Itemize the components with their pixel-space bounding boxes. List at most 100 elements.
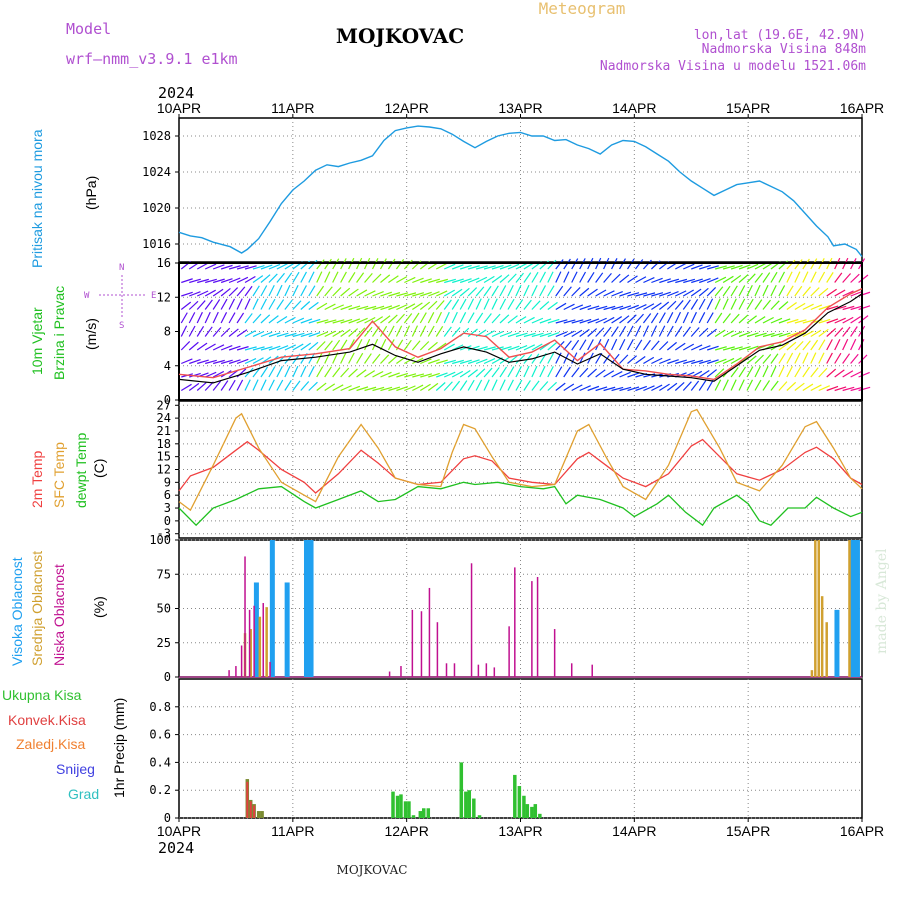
cloud-bar-2 <box>388 671 391 677</box>
wind-arrow <box>642 339 651 351</box>
wind-arrow <box>826 385 839 392</box>
wind-arrow <box>276 272 285 283</box>
wind-arrow <box>236 379 244 391</box>
wind-arrow <box>252 330 265 338</box>
ytick-label: 8 <box>164 325 171 339</box>
wind-arrow <box>714 286 724 297</box>
wind-arrow <box>467 379 475 391</box>
cloud-bar-0 <box>308 540 314 677</box>
wind-arrow <box>316 319 329 324</box>
wind-arrow <box>396 276 408 284</box>
wind-arrow <box>611 291 623 297</box>
wind-arrow <box>842 326 851 337</box>
wind-arrow <box>324 383 336 392</box>
wind-arrow <box>579 339 587 351</box>
wind-arrow <box>563 303 575 311</box>
wind-arrow <box>364 386 377 392</box>
elevation-text: Nadmorska Visina 848m <box>702 42 867 57</box>
dewpt-label: dewpt Temp <box>73 433 89 508</box>
wind-arrow <box>388 314 398 324</box>
wind-arrow <box>467 298 475 310</box>
wind-arrow <box>507 315 518 324</box>
wind-arrow <box>515 272 524 283</box>
wind-arrow <box>316 285 325 297</box>
wind-arrow <box>818 271 826 283</box>
wind-arrow <box>244 285 253 297</box>
wind-arrow <box>539 271 546 283</box>
wind-arrow <box>403 259 413 270</box>
wind-arrow <box>690 380 700 391</box>
wind-arrow <box>603 316 615 324</box>
wind-arrow <box>228 345 241 351</box>
pressure-unit: (hPa) <box>83 176 99 210</box>
wind-arrow <box>348 352 355 364</box>
wind-arrow <box>380 386 393 392</box>
wind-arrow <box>762 316 774 324</box>
wind-arrow <box>435 262 448 270</box>
wind-arrow <box>674 381 685 391</box>
wind-arrow <box>396 355 407 364</box>
model-elevation-text: Nadmorska Visina u modelu 1521.06m <box>600 59 866 74</box>
wind-arrow <box>324 340 333 351</box>
wind-arrow <box>332 271 339 283</box>
wind-arrow <box>834 386 847 392</box>
wind-arrow <box>292 343 304 351</box>
wind-arrow <box>778 332 791 338</box>
wind-arrow <box>300 332 313 338</box>
wind-arrow <box>794 366 802 378</box>
wind-arrow <box>491 275 503 283</box>
wind-arrow <box>252 298 259 310</box>
wind-label-2: Brzina i Pravac <box>51 286 67 380</box>
wind-arrow <box>627 372 640 378</box>
wind-arrow <box>268 263 281 270</box>
cloud-bar-1 <box>817 540 820 677</box>
cloud-bar-2 <box>253 605 255 677</box>
wind-arrow <box>834 272 843 283</box>
wind-arrow <box>308 285 316 297</box>
wind-arrow <box>356 305 369 311</box>
wind-arrow <box>444 278 456 284</box>
wind-arrow <box>491 285 499 297</box>
wind-arrow <box>491 379 498 391</box>
wind-arrow <box>802 286 811 297</box>
wind-arrow <box>228 328 239 337</box>
wind-arrow <box>491 264 504 270</box>
wind-arrow <box>475 286 485 297</box>
wind-arrow <box>181 358 193 365</box>
wind-arrow <box>499 331 512 338</box>
wind-arrow <box>619 325 627 337</box>
wind-arrow <box>571 339 580 351</box>
wind-arrow <box>419 301 431 310</box>
wind-arrow <box>571 287 581 297</box>
wind-arrow <box>300 318 313 324</box>
wind-arrow <box>842 316 854 324</box>
cloud-bar-1 <box>249 629 252 677</box>
wind-arrow <box>387 339 395 351</box>
wind-arrow <box>467 287 478 297</box>
wind-arrow <box>746 379 754 391</box>
wind-arrow <box>691 359 703 365</box>
wind-arrow <box>212 327 222 337</box>
ytick-label: 27 <box>157 398 171 412</box>
wind-arrow <box>324 352 331 364</box>
wind-arrow <box>603 370 615 378</box>
wind-arrow <box>683 278 696 284</box>
precip-bar-0 <box>260 811 264 818</box>
wind-arrow <box>180 383 192 392</box>
wind-arrow <box>340 328 351 337</box>
wind-arrow <box>746 332 759 338</box>
wind-arrow <box>714 312 723 324</box>
wind-arrow <box>523 299 532 310</box>
wind-arrow <box>396 304 408 311</box>
wind-arrow <box>236 312 245 324</box>
legend-total: Ukupna Kisa <box>2 687 82 703</box>
wind-arrow <box>364 326 373 337</box>
wind-arrow <box>204 371 217 378</box>
wind-arrow <box>483 330 495 338</box>
wind-arrow <box>762 353 772 364</box>
compass-w: W <box>84 291 90 301</box>
xtick-label-top: 11APR <box>271 100 314 116</box>
wind-arrow <box>626 339 634 351</box>
wind-arrow <box>204 326 213 337</box>
wind-arrow <box>539 318 552 324</box>
